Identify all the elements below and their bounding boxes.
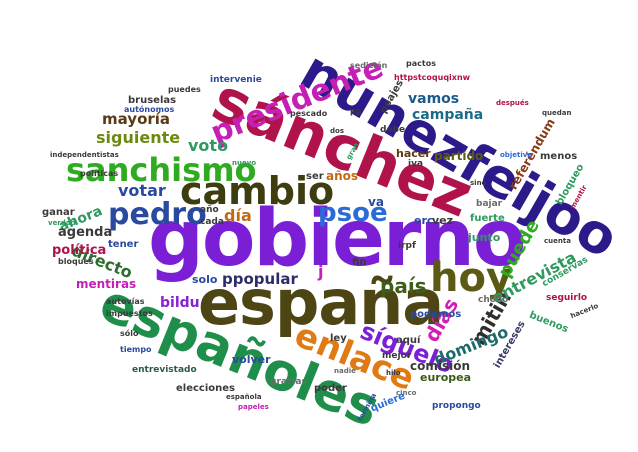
word-solo: solo	[192, 273, 218, 286]
word-ppopular: ppopular	[222, 270, 298, 288]
word-papeles: papeles	[238, 403, 269, 411]
word-siguiente: siguiente	[96, 128, 181, 147]
word-junto: junto	[468, 231, 501, 244]
word-fuerte: fuerte	[470, 213, 505, 224]
word-volver: volver	[232, 353, 271, 366]
word-politica: política	[52, 243, 107, 258]
word-comision: comisión	[410, 359, 471, 373]
word-votar: votar	[118, 181, 166, 200]
word-gracias: gracias	[270, 377, 307, 387]
word-vez: vez	[432, 214, 454, 227]
word-nadie: nadie	[334, 367, 356, 375]
word-vamos: vamos	[408, 91, 460, 107]
word-campana: campaña	[412, 107, 484, 123]
word-cuenta: cuenta	[544, 237, 571, 245]
word-cinco: cinco	[396, 389, 417, 397]
word-pescado: pescado	[290, 109, 328, 118]
word-seguirlo: seguirlo	[546, 293, 588, 303]
word-despues: después	[496, 99, 529, 107]
word-autovias: autovías	[106, 297, 145, 306]
word-puedes: puedes	[168, 85, 201, 94]
word-impuestos: impuestos	[106, 309, 153, 318]
word-mejor: mejor	[382, 351, 412, 361]
word-cambio: cambio	[180, 169, 335, 213]
word-hacerlo: hacerlo	[569, 301, 600, 321]
word-quedan: quedan	[542, 109, 572, 117]
word-pais: país	[380, 274, 427, 298]
word-bruselas: bruselas	[128, 95, 177, 106]
word-aqui: aquí	[396, 335, 421, 346]
word-pp: pp	[350, 107, 362, 116]
word-bajar: bajar	[476, 199, 503, 209]
word-nuevo: nuevo	[232, 159, 257, 167]
word-partido: partido	[434, 149, 484, 163]
word-podemos: podemos	[410, 309, 462, 320]
word-politicas: políticas	[80, 169, 119, 178]
word-mentiras: mentiras	[76, 277, 137, 291]
word-cada: cada	[200, 217, 224, 227]
word-propongo: propongo	[432, 401, 481, 411]
word-chollo: chollo	[478, 295, 509, 305]
word-bildu: bildu	[160, 295, 200, 311]
word-psoe: psoe	[318, 198, 388, 228]
word-bloques: bloques	[58, 257, 94, 266]
word-sedicion: sedición	[350, 61, 388, 70]
word-j: j	[318, 262, 324, 281]
word-pactos: pactos	[406, 59, 436, 68]
word-ano: año	[200, 205, 219, 215]
word-dia: día	[224, 206, 252, 225]
word-irpf: irpf	[398, 241, 416, 251]
word-mayoria: mayoría	[102, 110, 171, 128]
word-espanola: española	[226, 393, 262, 401]
word-iva: iva	[408, 159, 424, 169]
word-voto: voto	[188, 136, 229, 155]
word-solo-accent: sólo	[120, 329, 139, 338]
word-elecciones: elecciones	[176, 383, 235, 394]
word-menos: menos	[540, 151, 578, 162]
word-dos: dos	[330, 127, 344, 135]
word-hoy: hoy	[430, 255, 513, 301]
word-europea: europea	[420, 371, 472, 384]
word-autonomos: autónomos	[124, 105, 175, 114]
word-poder: poder	[314, 383, 347, 394]
word-erc: erc	[414, 214, 434, 227]
word-entrevistado: entrevistado	[132, 365, 197, 375]
word-independentistas: independentistas	[50, 151, 119, 159]
word-sanchismo: sanchismo	[66, 151, 257, 189]
word-anos: años	[326, 169, 359, 183]
word-ganar: ganar	[42, 207, 75, 218]
word-va: va	[368, 195, 384, 209]
word-intervienne: intervenie	[210, 75, 262, 85]
word-httpstcoquqixnw: httpstcoquqixnw	[394, 73, 471, 82]
word-verdad: verdad	[48, 219, 76, 227]
word-fin: fin	[352, 257, 367, 268]
word-sino: sino	[470, 179, 487, 187]
word-hacer: hacer	[396, 147, 431, 160]
word-gobierno: gobierno	[148, 194, 526, 284]
word-buenos: buenos	[527, 309, 570, 336]
word-debe: debe	[380, 125, 406, 135]
word-ley: ley	[330, 333, 347, 344]
word-pedro: pedro	[108, 197, 207, 232]
word-agenda: agenda	[58, 225, 113, 240]
word-hilo: hilo	[386, 369, 401, 377]
word-ser: ser	[306, 171, 324, 182]
word-objetivo: objetivo	[500, 151, 533, 159]
word-espana: españa	[198, 266, 444, 339]
word-tiempo: tiempo	[120, 345, 152, 354]
word-tener: tener	[108, 239, 139, 250]
